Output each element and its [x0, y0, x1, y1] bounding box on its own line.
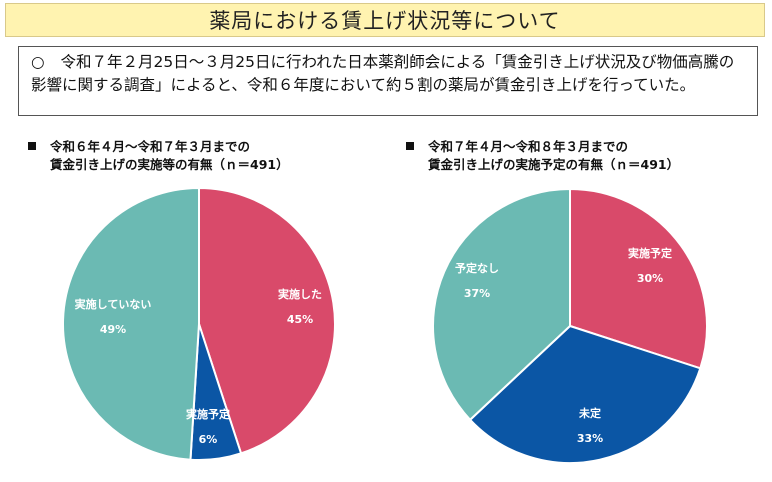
- summary-box: ○ 令和７年２月25日～３月25日に行われた日本薬剤師会による「賃金引き上げ状況及…: [18, 46, 758, 116]
- slice-value-label: 37%: [464, 287, 490, 300]
- pie-chart-right: 実施予定 30% 未定 33% 予定なし 37%: [432, 187, 708, 464]
- pie-slice-3: [432, 187, 571, 422]
- slice-value-label: 33%: [577, 432, 603, 445]
- slice-label: 実施予定: [186, 407, 230, 421]
- slice-label: 実施していない: [75, 297, 152, 311]
- summary-text: 令和７年２月25日～３月25日に行われた日本薬剤師会による「賃金引き上げ状況及び…: [31, 53, 735, 94]
- slice-label: 実施した: [278, 287, 322, 301]
- pie-slice-1: [569, 187, 708, 370]
- slice-value-label: 49%: [100, 323, 126, 336]
- slice-value-label: 30%: [637, 272, 663, 285]
- chart-left-title-line1: 令和６年４月～令和７年３月までの: [50, 139, 251, 154]
- pie-slice-1: [198, 186, 336, 455]
- chart-right-title-line1: 令和７年４月～令和８年３月までの: [428, 139, 629, 154]
- slice-label: 実施予定: [628, 246, 672, 260]
- chart-right-heading: 令和７年４月～令和８年３月までの 賃金引き上げの実施予定の有無（ｎ＝491）: [406, 138, 679, 174]
- slice-value-label: 6%: [199, 433, 218, 446]
- square-bullet-icon: [28, 141, 36, 150]
- pie-slice-3: [62, 186, 200, 461]
- chart-left-heading: 令和６年４月～令和７年３月までの 賃金引き上げの実施等の有無（ｎ＝491）: [28, 138, 289, 174]
- summary-circle-mark: ○: [31, 53, 45, 71]
- slice-label: 予定なし: [455, 261, 499, 275]
- pie-chart-left: 実施した 45% 実施予定 6% 実施していない 49%: [62, 186, 336, 461]
- chart-left-title-line2: 賃金引き上げの実施等の有無（ｎ＝491）: [50, 157, 289, 172]
- chart-right-title-line2: 賃金引き上げの実施予定の有無（ｎ＝491）: [428, 157, 680, 172]
- title-bar: 薬局における賃上げ状況等について: [5, 3, 765, 37]
- page-title: 薬局における賃上げ状況等について: [209, 9, 561, 33]
- pie-slice-2: [468, 324, 702, 464]
- slice-label: 未定: [578, 406, 601, 420]
- square-bullet-icon: [406, 141, 414, 150]
- slice-value-label: 45%: [287, 313, 313, 326]
